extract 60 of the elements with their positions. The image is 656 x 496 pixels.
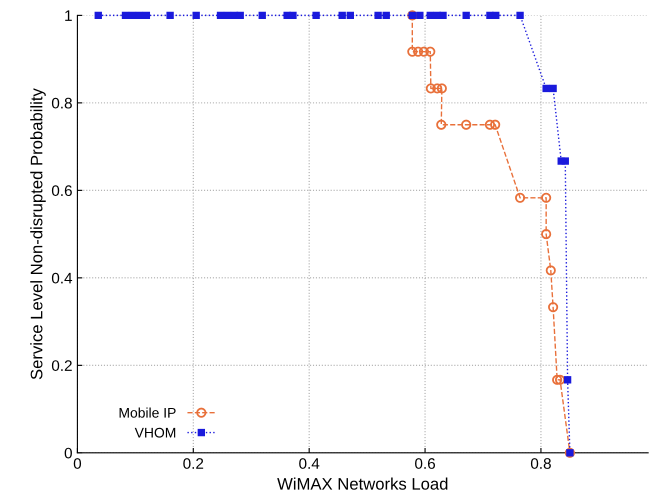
legend-label: Mobile IP (120, 408, 176, 418)
point (416, 12, 424, 20)
point (516, 12, 524, 20)
point (484, 120, 496, 130)
x-tick-label: 0.4 (299, 458, 320, 469)
x-tick-label: 0.6 (415, 458, 436, 469)
point (552, 374, 562, 385)
point (541, 192, 552, 203)
y-tick-label: 0.4 (52, 272, 72, 284)
point (122, 12, 130, 20)
point (382, 12, 390, 20)
point (216, 12, 224, 20)
point (166, 12, 174, 20)
legend-label: VHOM (134, 428, 176, 438)
point (436, 120, 446, 130)
point (546, 265, 556, 276)
y-tick-label: 0 (64, 448, 72, 459)
point (564, 376, 572, 384)
point (492, 12, 500, 20)
point (413, 46, 424, 57)
point (562, 157, 569, 165)
point (461, 120, 472, 130)
point (541, 229, 552, 240)
x-tick-label: 0 (74, 458, 82, 469)
x-axis-title: WiMAX Networks Load (277, 478, 448, 490)
point (418, 46, 429, 57)
point (128, 12, 136, 20)
point (374, 12, 382, 20)
point (426, 12, 434, 20)
point (462, 12, 470, 20)
point (426, 83, 436, 94)
point (439, 12, 447, 20)
point (142, 12, 150, 20)
point (554, 374, 566, 385)
point (224, 12, 232, 20)
point (94, 12, 102, 20)
point (338, 12, 346, 20)
y-axis-title: Service Level Non-disrupted Probability (30, 88, 46, 380)
point (542, 84, 550, 92)
point (548, 302, 558, 312)
point (515, 192, 526, 203)
point (549, 84, 557, 92)
point (136, 12, 144, 20)
point (490, 120, 500, 130)
y-tick-label: 0.6 (52, 185, 72, 196)
point (312, 12, 320, 20)
point (407, 46, 418, 57)
point (236, 12, 244, 20)
point (436, 83, 447, 94)
point (258, 12, 266, 20)
point (425, 46, 436, 57)
y-tick-label: 1 (65, 10, 72, 21)
point (346, 12, 354, 20)
y-tick-label: 0.8 (52, 98, 72, 109)
y-tick-label: 0.2 (52, 360, 72, 372)
point (432, 83, 442, 94)
point (192, 12, 200, 20)
x-tick-label: 0.2 (183, 458, 204, 469)
point (289, 12, 297, 20)
x-tick-label: 0.8 (530, 458, 551, 469)
